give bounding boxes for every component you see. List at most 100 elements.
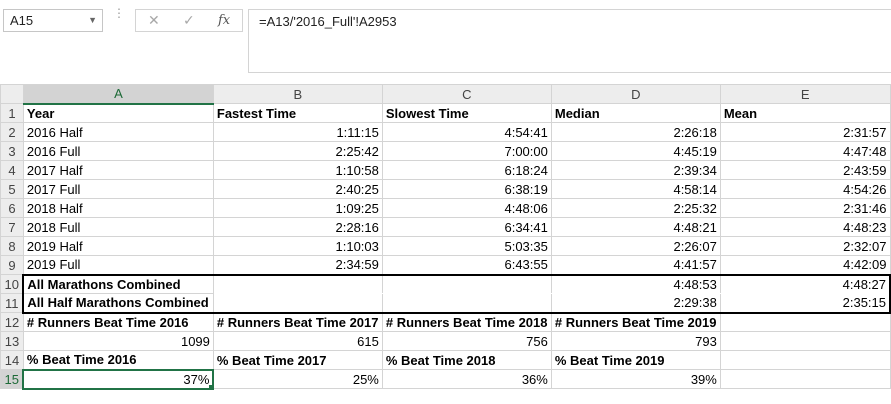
cell-e15[interactable] xyxy=(719,369,891,389)
cell-d12[interactable]: # Runners Beat Time 2019 xyxy=(550,312,721,332)
cell-e1[interactable]: Mean xyxy=(719,103,891,123)
fill-handle[interactable] xyxy=(208,383,212,387)
insert-function-icon[interactable]: fx xyxy=(218,13,231,28)
row-header[interactable]: 5 xyxy=(0,179,24,199)
formula-input[interactable]: =A13/'2016_Full'!A2953 xyxy=(248,9,891,73)
row-header[interactable]: 15 xyxy=(0,369,25,389)
cell-c10[interactable] xyxy=(381,273,552,294)
cell-c8[interactable]: 5:03:35 xyxy=(381,236,552,256)
cell-d14[interactable]: % Beat Time 2019 xyxy=(550,350,721,370)
cell-b14[interactable]: % Beat Time 2017 xyxy=(212,350,383,370)
cell-e10[interactable]: 4:48:27 xyxy=(719,273,891,294)
cell-a15[interactable]: 37% xyxy=(22,368,215,390)
cell-d5[interactable]: 4:58:14 xyxy=(550,179,721,199)
cell-c13[interactable]: 756 xyxy=(381,331,552,351)
cell-b15[interactable]: 25% xyxy=(212,369,383,389)
cell-e5[interactable]: 4:54:26 xyxy=(719,179,891,199)
cell-a8[interactable]: 2019 Half xyxy=(22,236,214,256)
column-header-c[interactable]: C xyxy=(381,84,552,104)
cell-e13[interactable] xyxy=(719,331,891,351)
chevron-down-icon[interactable]: ▼ xyxy=(88,15,97,25)
row-header[interactable]: 14 xyxy=(0,350,24,370)
cell-a13[interactable]: 1099 xyxy=(22,331,214,351)
row-header[interactable]: 3 xyxy=(0,141,24,161)
cell-d9[interactable]: 4:41:57 xyxy=(550,255,721,275)
cell-d3[interactable]: 4:45:19 xyxy=(550,141,721,161)
cell-e2[interactable]: 2:31:57 xyxy=(719,122,891,142)
cell-d6[interactable]: 2:25:32 xyxy=(550,198,721,218)
cell-b4[interactable]: 1:10:58 xyxy=(212,160,383,180)
cell-e11[interactable]: 2:35:15 xyxy=(719,293,891,314)
cell-a5[interactable]: 2017 Full xyxy=(22,179,214,199)
cell-d7[interactable]: 4:48:21 xyxy=(550,217,721,237)
row-header[interactable]: 8 xyxy=(0,236,24,256)
cell-d2[interactable]: 2:26:18 xyxy=(550,122,721,142)
cell-d8[interactable]: 2:26:07 xyxy=(550,236,721,256)
cell-a6[interactable]: 2018 Half xyxy=(22,198,214,218)
row-header[interactable]: 4 xyxy=(0,160,24,180)
cell-b13[interactable]: 615 xyxy=(212,331,383,351)
cell-e14[interactable] xyxy=(719,350,891,370)
cell-a14[interactable]: % Beat Time 2016 xyxy=(22,350,214,370)
row-header[interactable]: 10 xyxy=(0,274,24,294)
cell-a4[interactable]: 2017 Half xyxy=(22,160,214,180)
cell-a2[interactable]: 2016 Half xyxy=(22,122,214,142)
cell-a11[interactable]: All Half Marathons Combined xyxy=(22,293,214,314)
row-header[interactable]: 7 xyxy=(0,217,24,237)
cell-b12[interactable]: # Runners Beat Time 2017 xyxy=(212,312,383,332)
cell-e9[interactable]: 4:42:09 xyxy=(719,255,891,275)
column-header-a[interactable]: A xyxy=(22,84,214,105)
cell-d4[interactable]: 2:39:34 xyxy=(550,160,721,180)
row-header[interactable]: 11 xyxy=(0,293,24,313)
cell-c3[interactable]: 7:00:00 xyxy=(381,141,552,161)
cell-b6[interactable]: 1:09:25 xyxy=(212,198,383,218)
cell-a10[interactable]: All Marathons Combined xyxy=(22,273,214,294)
row-header[interactable]: 9 xyxy=(0,255,24,275)
cell-d15[interactable]: 39% xyxy=(550,369,721,389)
cell-b11[interactable] xyxy=(212,293,383,314)
cell-e6[interactable]: 2:31:46 xyxy=(719,198,891,218)
cell-b5[interactable]: 2:40:25 xyxy=(212,179,383,199)
cell-c9[interactable]: 6:43:55 xyxy=(381,255,552,275)
column-header-b[interactable]: B xyxy=(212,84,383,104)
cell-b1[interactable]: Fastest Time xyxy=(212,103,383,123)
row-header[interactable]: 6 xyxy=(0,198,24,218)
cancel-icon[interactable]: ✕ xyxy=(148,12,160,28)
cell-b2[interactable]: 1:11:15 xyxy=(212,122,383,142)
row-header[interactable]: 12 xyxy=(0,312,24,332)
cell-b9[interactable]: 2:34:59 xyxy=(212,255,383,275)
cell-e8[interactable]: 2:32:07 xyxy=(719,236,891,256)
column-header-e[interactable]: E xyxy=(719,84,891,104)
enter-icon[interactable]: ✓ xyxy=(183,12,195,28)
cell-e7[interactable]: 4:48:23 xyxy=(719,217,891,237)
cell-c14[interactable]: % Beat Time 2018 xyxy=(381,350,552,370)
cell-b7[interactable]: 2:28:16 xyxy=(212,217,383,237)
cell-d10[interactable]: 4:48:53 xyxy=(550,273,721,294)
cell-c15[interactable]: 36% xyxy=(381,369,552,389)
cell-d1[interactable]: Median xyxy=(550,103,721,123)
row-header[interactable]: 13 xyxy=(0,331,24,351)
cell-c4[interactable]: 6:18:24 xyxy=(381,160,552,180)
cell-a9[interactable]: 2019 Full xyxy=(22,255,214,275)
cell-e3[interactable]: 4:47:48 xyxy=(719,141,891,161)
cell-b3[interactable]: 2:25:42 xyxy=(212,141,383,161)
cell-c1[interactable]: Slowest Time xyxy=(381,103,552,123)
cell-d13[interactable]: 793 xyxy=(550,331,721,351)
cell-d11[interactable]: 2:29:38 xyxy=(550,293,721,314)
cell-b8[interactable]: 1:10:03 xyxy=(212,236,383,256)
cell-c7[interactable]: 6:34:41 xyxy=(381,217,552,237)
row-header[interactable]: 2 xyxy=(0,122,24,142)
name-box[interactable]: A15 ▼ xyxy=(3,9,103,32)
cell-e4[interactable]: 2:43:59 xyxy=(719,160,891,180)
column-header-d[interactable]: D xyxy=(550,84,721,104)
cell-c2[interactable]: 4:54:41 xyxy=(381,122,552,142)
select-all-corner[interactable] xyxy=(0,84,24,104)
row-header[interactable]: 1 xyxy=(0,103,24,123)
cell-c5[interactable]: 6:38:19 xyxy=(381,179,552,199)
cell-c12[interactable]: # Runners Beat Time 2018 xyxy=(381,312,552,332)
cell-e12[interactable] xyxy=(719,312,891,332)
cell-a3[interactable]: 2016 Full xyxy=(22,141,214,161)
cell-c11[interactable] xyxy=(381,293,552,314)
more-icon[interactable]: ⋮ xyxy=(113,6,125,20)
cell-a12[interactable]: # Runners Beat Time 2016 xyxy=(22,312,214,332)
